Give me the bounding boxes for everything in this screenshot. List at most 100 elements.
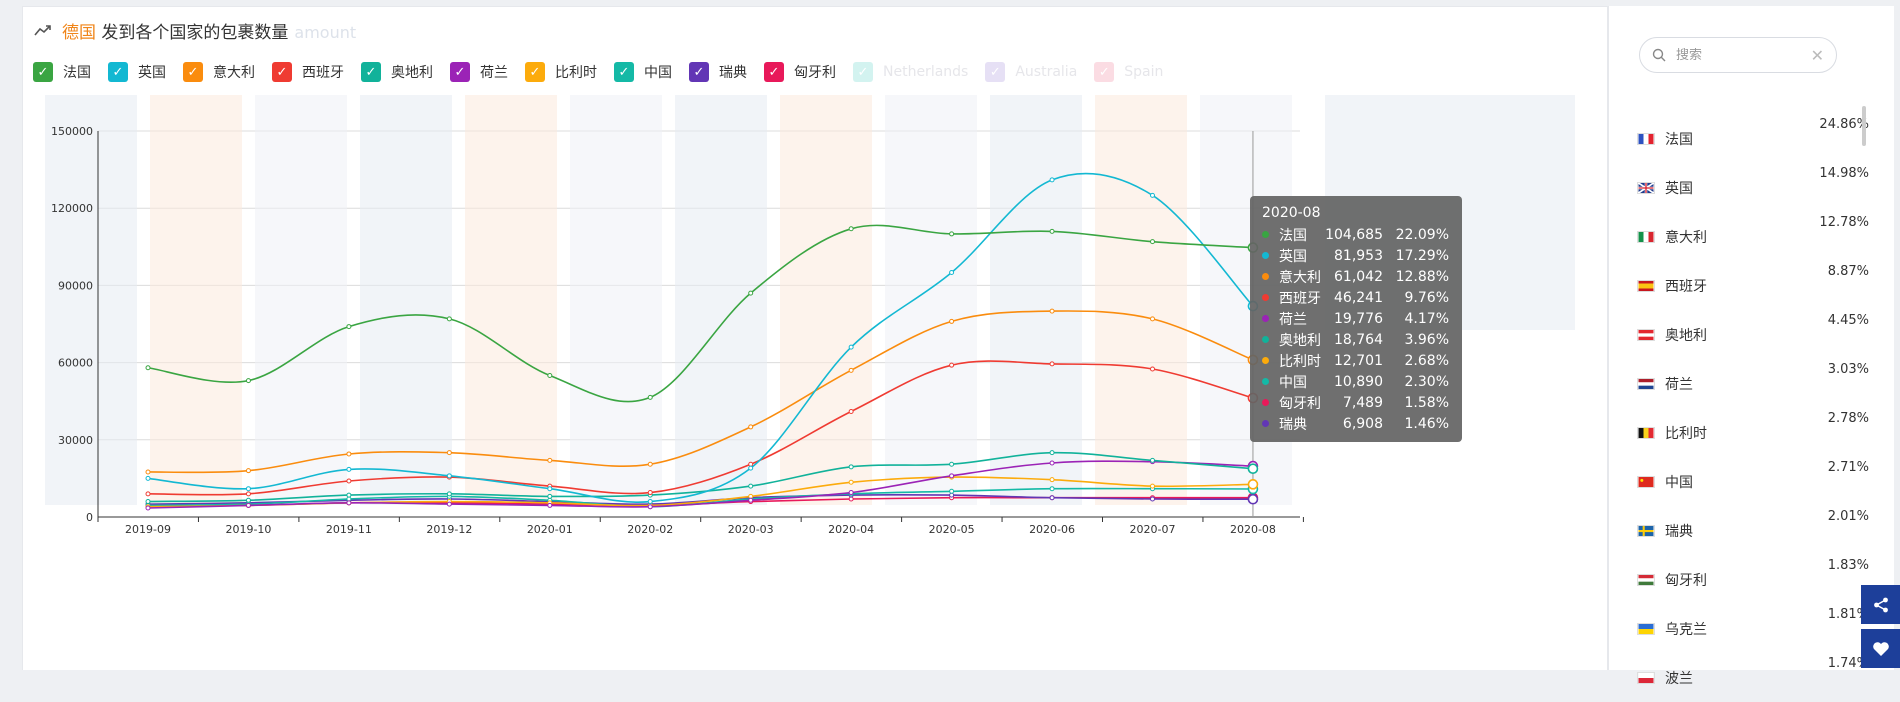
data-point[interactable]	[145, 505, 151, 511]
legend-item[interactable]: ✓ 比利时	[525, 62, 597, 82]
data-point[interactable]	[446, 316, 452, 322]
data-point[interactable]	[748, 465, 754, 471]
data-point[interactable]	[346, 466, 352, 472]
country-row[interactable]: 奥地利 4.45%	[1637, 310, 1869, 359]
data-point[interactable]	[1150, 457, 1155, 463]
legend-item[interactable]: ✓ 奥地利	[361, 62, 433, 82]
legend-item[interactable]: ✓ 匈牙利	[764, 62, 836, 82]
country-row[interactable]: 比利时 2.78%	[1637, 408, 1869, 457]
data-point[interactable]	[145, 469, 151, 475]
data-point[interactable]	[446, 473, 452, 479]
data-point[interactable]	[748, 497, 754, 503]
legend-item[interactable]: ✓ 中国	[614, 62, 672, 82]
legend-item[interactable]: ✓ Spain	[1094, 62, 1163, 82]
country-row[interactable]: 意大利 12.78%	[1637, 212, 1869, 261]
data-point[interactable]	[346, 500, 352, 506]
legend-item[interactable]: ✓ 英国	[108, 62, 166, 82]
data-point[interactable]	[848, 408, 854, 414]
data-point[interactable]	[848, 464, 854, 470]
data-point[interactable]	[145, 491, 151, 497]
country-row[interactable]: 西班牙 8.87%	[1637, 261, 1869, 310]
legend-item[interactable]: ✓ Australia	[985, 62, 1077, 82]
country-row[interactable]: 乌克兰 1.81%	[1637, 604, 1869, 653]
data-point[interactable]	[1049, 495, 1055, 501]
data-point[interactable]	[245, 468, 251, 474]
data-point[interactable]	[446, 501, 452, 507]
data-point[interactable]	[145, 475, 151, 481]
data-point[interactable]	[1049, 228, 1055, 234]
country-search[interactable]: ✕	[1639, 37, 1837, 73]
data-point[interactable]	[1049, 486, 1055, 492]
data-point[interactable]	[1049, 308, 1055, 314]
data-point[interactable]	[245, 378, 251, 384]
data-point[interactable]	[949, 318, 955, 324]
data-point[interactable]	[547, 372, 553, 378]
data-point[interactable]	[145, 365, 151, 371]
legend-item[interactable]: ✓ 瑞典	[689, 62, 747, 82]
data-point[interactable]	[1150, 239, 1155, 245]
data-point[interactable]	[547, 493, 553, 499]
data-point[interactable]	[848, 344, 854, 350]
country-row[interactable]: 荷兰 3.03%	[1637, 359, 1869, 408]
data-point[interactable]	[949, 461, 955, 467]
data-point[interactable]	[245, 486, 251, 492]
data-point[interactable]	[949, 488, 955, 494]
legend-item[interactable]: ✓ 法国	[33, 62, 91, 82]
data-point[interactable]	[1247, 493, 1259, 505]
country-row[interactable]: 英国 14.98%	[1637, 163, 1869, 212]
data-point[interactable]	[748, 424, 754, 430]
data-point[interactable]	[1049, 477, 1055, 483]
data-point[interactable]	[748, 290, 754, 296]
country-row[interactable]: 法国 24.86%	[1637, 114, 1869, 163]
data-point[interactable]	[547, 457, 553, 463]
data-point[interactable]	[547, 502, 553, 508]
legend-item[interactable]: ✓ 西班牙	[272, 62, 344, 82]
data-point[interactable]	[1049, 460, 1055, 466]
data-point[interactable]	[1247, 463, 1259, 475]
data-point[interactable]	[346, 451, 352, 457]
data-point[interactable]	[848, 367, 854, 373]
data-point[interactable]	[547, 486, 553, 492]
data-point[interactable]	[848, 479, 854, 485]
data-point[interactable]	[1049, 450, 1055, 456]
data-point[interactable]	[647, 461, 653, 467]
country-row[interactable]: 波兰 1.74%	[1637, 653, 1869, 702]
data-point[interactable]	[949, 270, 955, 276]
data-point[interactable]	[647, 499, 653, 505]
data-point[interactable]	[346, 324, 352, 330]
data-point[interactable]	[949, 231, 955, 237]
data-point[interactable]	[748, 483, 754, 489]
data-point[interactable]	[848, 226, 854, 232]
data-point[interactable]	[949, 473, 955, 479]
data-point[interactable]	[245, 502, 251, 508]
data-point[interactable]	[245, 491, 251, 497]
data-point[interactable]	[647, 394, 653, 400]
data-point[interactable]	[446, 450, 452, 456]
legend-item[interactable]: ✓ Netherlands	[853, 62, 968, 82]
data-point[interactable]	[1150, 366, 1155, 372]
data-point[interactable]	[346, 492, 352, 498]
search-input[interactable]	[1676, 47, 1796, 63]
data-point[interactable]	[647, 504, 653, 510]
data-point[interactable]	[1150, 192, 1155, 198]
data-point[interactable]	[1049, 361, 1055, 367]
legend-item[interactable]: ✓ 荷兰	[450, 62, 508, 82]
country-row[interactable]: 中国 2.71%	[1637, 457, 1869, 506]
data-point[interactable]	[949, 362, 955, 368]
country-row[interactable]: 匈牙利 1.83%	[1637, 555, 1869, 604]
legend-item[interactable]: ✓ 意大利	[183, 62, 255, 82]
data-point[interactable]	[1049, 177, 1055, 183]
data-point[interactable]	[1150, 496, 1155, 502]
data-point[interactable]	[1150, 483, 1155, 489]
clear-icon[interactable]: ✕	[1810, 45, 1824, 65]
share-button[interactable]	[1861, 585, 1900, 624]
data-point[interactable]	[1247, 479, 1259, 490]
data-point[interactable]	[647, 490, 653, 496]
list-scrollbar[interactable]	[1862, 106, 1866, 146]
data-point[interactable]	[145, 499, 151, 505]
data-point[interactable]	[446, 491, 452, 497]
data-point[interactable]	[346, 478, 352, 484]
favorite-button[interactable]	[1861, 629, 1900, 668]
country-row[interactable]: 瑞典 2.01%	[1637, 506, 1869, 555]
data-point[interactable]	[848, 490, 854, 496]
